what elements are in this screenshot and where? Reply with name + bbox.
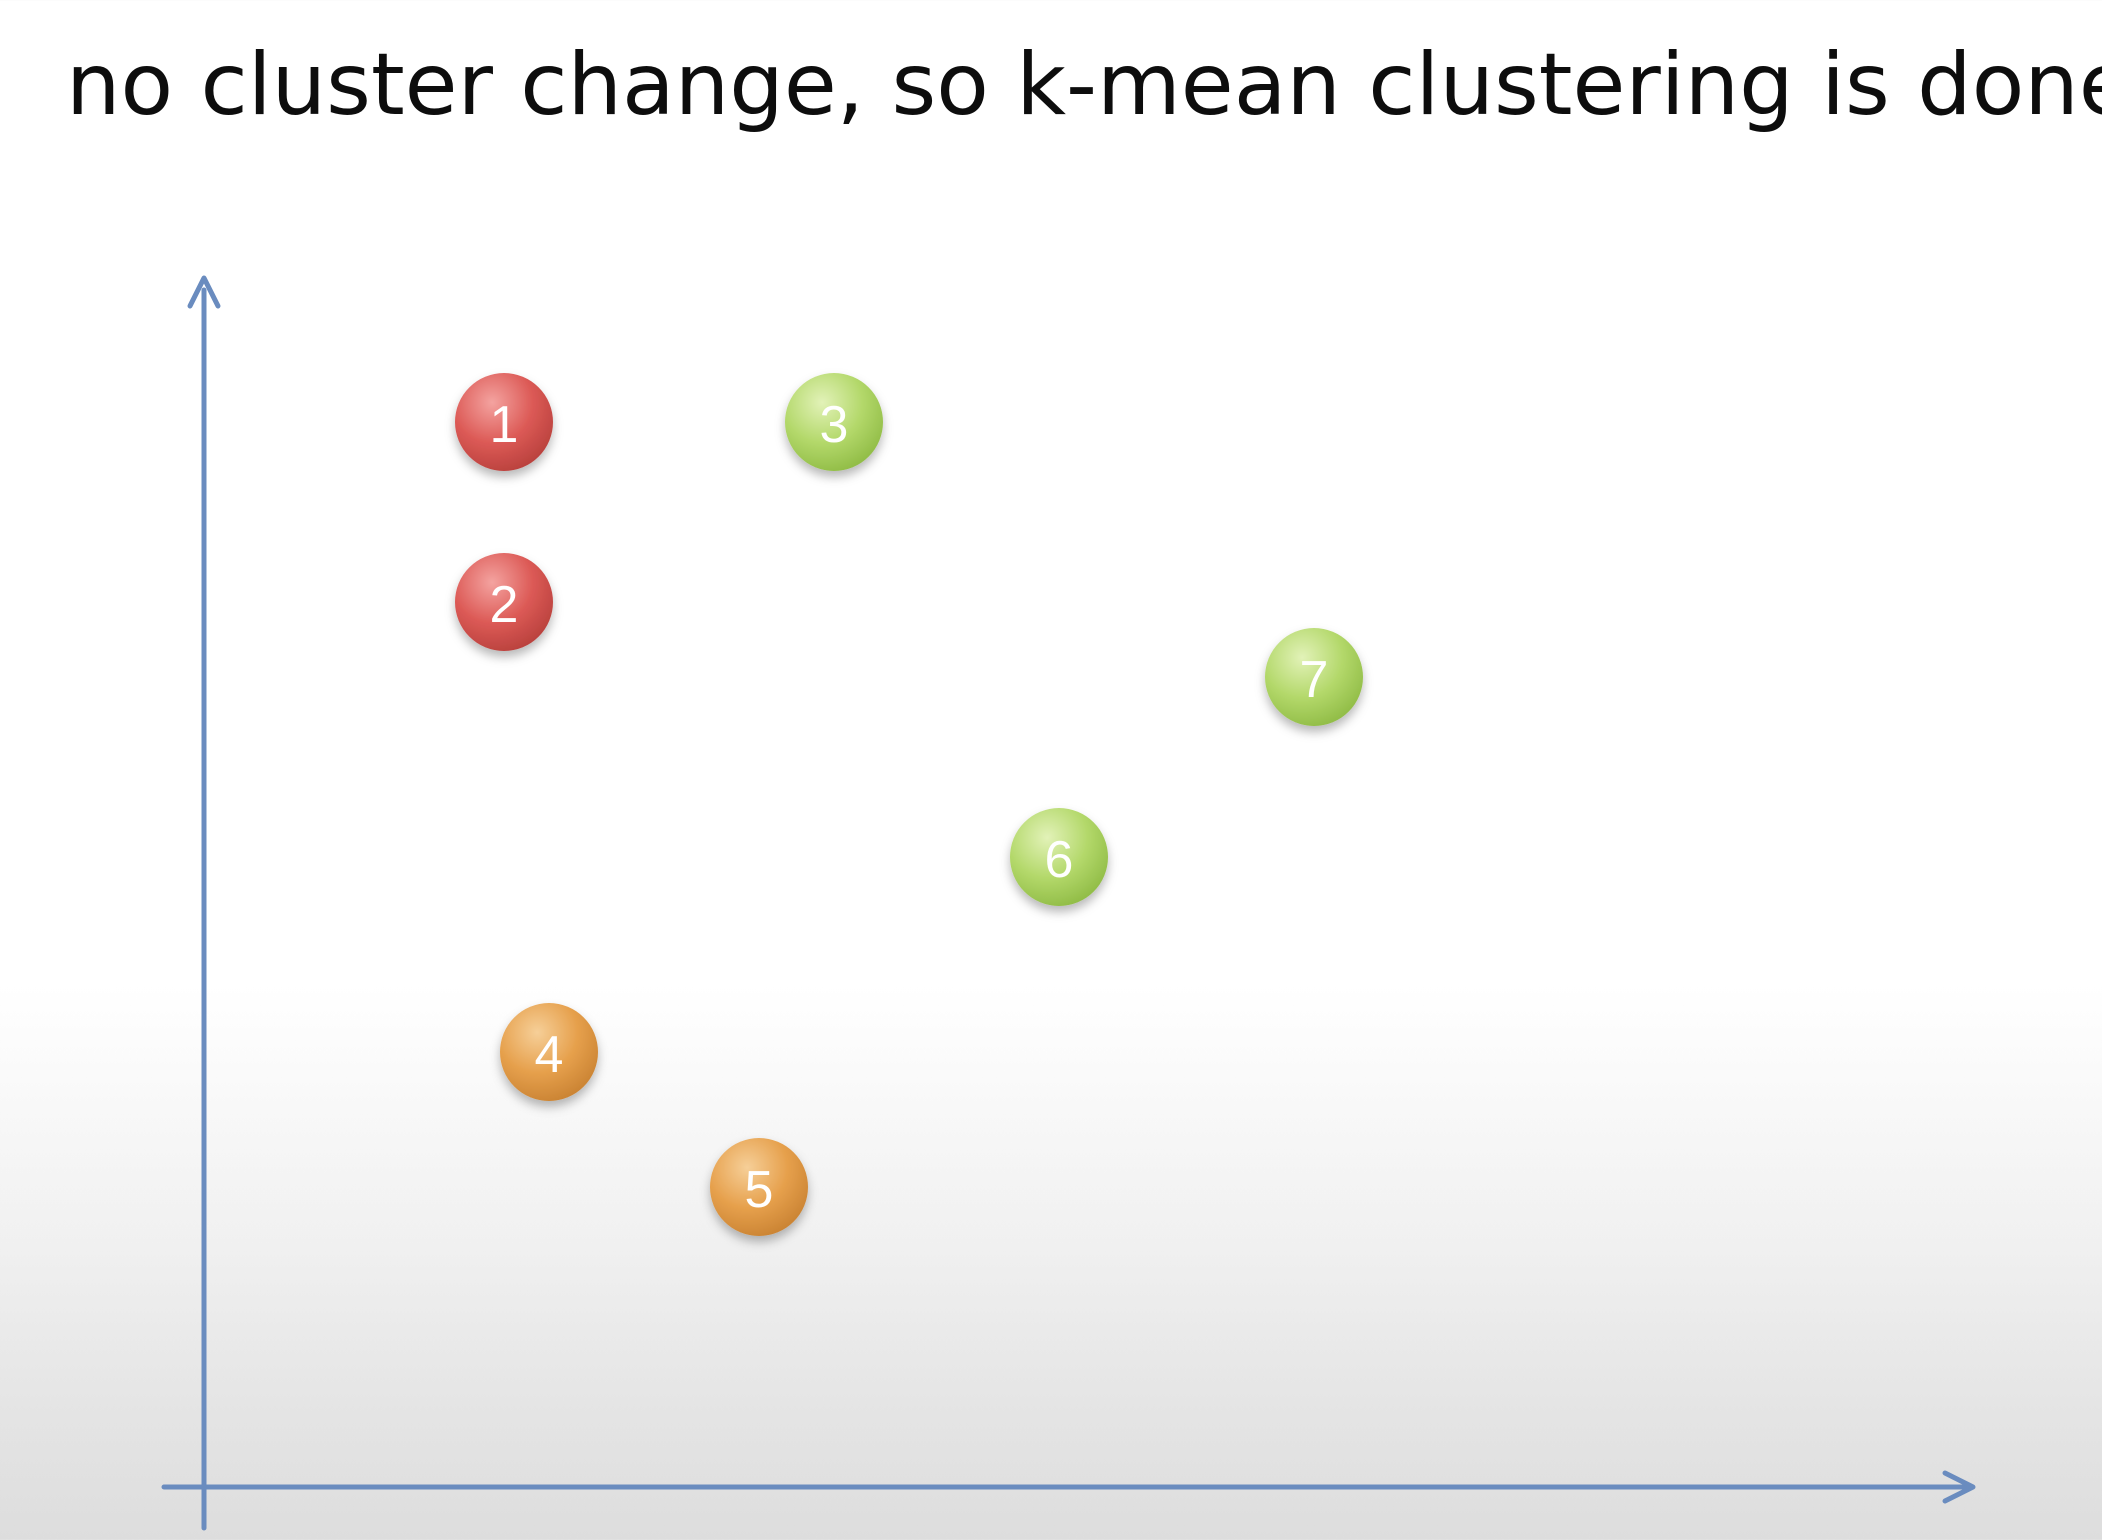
x-axis-arrowhead [1942,1470,1976,1504]
point-5-orange-marker [710,1138,808,1236]
point-1: 1 [455,373,553,471]
point-5-label: 5 [745,1161,774,1219]
point-6: 6 [1010,808,1108,906]
point-7-green-marker [1265,628,1363,726]
axes [161,275,1976,1531]
point-2-label: 2 [490,576,519,634]
point-7: 7 [1265,628,1363,726]
point-2: 2 [455,553,553,651]
point-7-label: 7 [1300,651,1329,709]
slide-title: no cluster change, so k-mean clustering … [66,35,2102,135]
data-points: 1 2 3 4 5 6 7 [455,373,1363,1236]
point-4-label: 4 [535,1026,564,1084]
point-1-label: 1 [490,396,519,454]
point-3-label: 3 [820,396,849,454]
point-2-red-marker [455,553,553,651]
point-6-green-marker [1010,808,1108,906]
point-5: 5 [710,1138,808,1236]
point-1-red-marker [455,373,553,471]
point-6-label: 6 [1045,831,1074,889]
point-4-orange-marker [500,1003,598,1101]
y-axis-arrowhead [187,275,221,309]
point-3: 3 [785,373,883,471]
point-3-green-marker [785,373,883,471]
point-4: 4 [500,1003,598,1101]
